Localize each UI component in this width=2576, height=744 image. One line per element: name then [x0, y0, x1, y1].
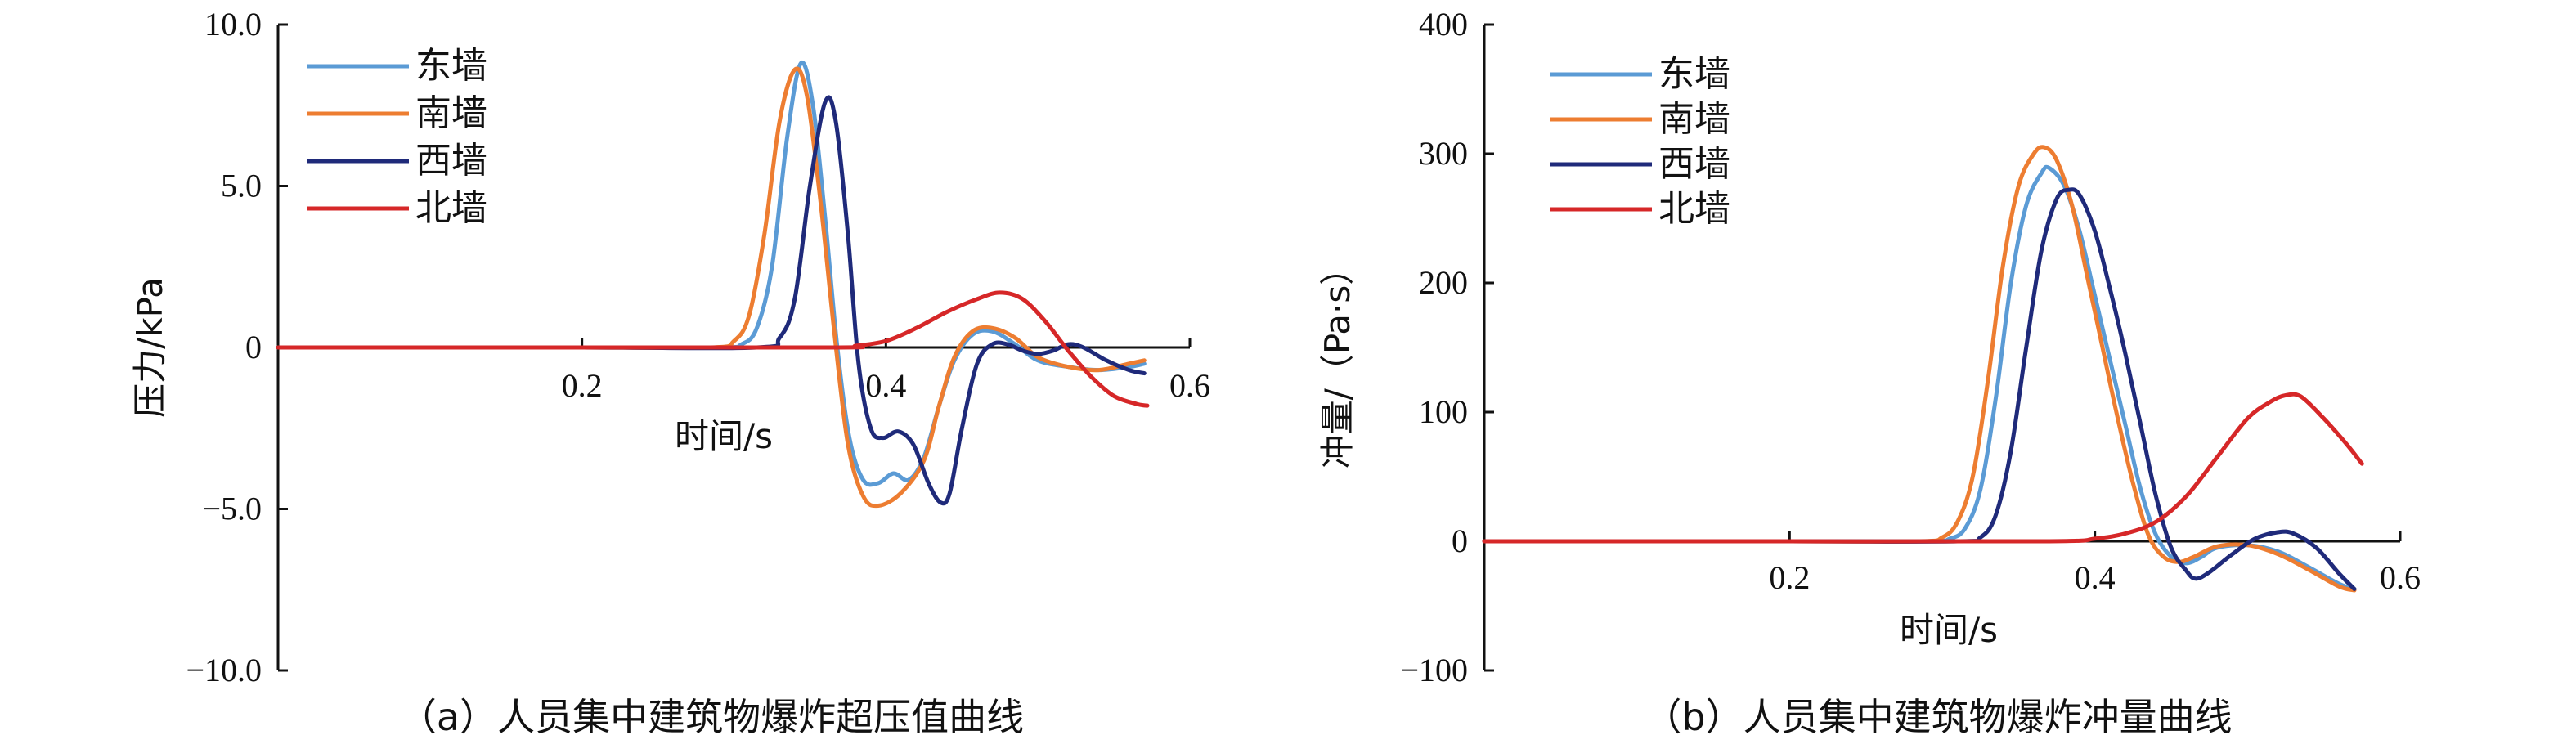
panel-a-ylabel: 压力/kPa — [130, 277, 170, 418]
y-tick-label: −100 — [1400, 652, 1468, 688]
legend-label: 南墙 — [1658, 98, 1730, 140]
y-tick-label: 5.0 — [221, 168, 262, 204]
series-line — [276, 66, 1147, 509]
x-tick-label: 0.2 — [562, 367, 603, 404]
legend-label: 东墙 — [415, 45, 487, 87]
panel-b-axes: 400 300 200 100 0 −100 0.2 0.4 0.6 — [1400, 6, 2421, 688]
series-line — [1482, 145, 2357, 593]
y-tick-label: 200 — [1419, 264, 1468, 301]
panel-a-caption: （a）人员集中建筑物爆炸超压值曲线 — [399, 695, 1024, 739]
series-line — [1482, 392, 2364, 544]
legend-label: 东墙 — [1658, 53, 1730, 95]
panel-b-ylabel: 冲量/（Pa·s） — [1317, 251, 1358, 469]
y-tick-label: 400 — [1419, 6, 1468, 43]
y-tick-label: 0 — [1452, 522, 1468, 559]
y-tick-label: 0 — [245, 329, 262, 365]
series-line — [1482, 187, 2357, 591]
series-line — [1482, 164, 2357, 591]
legend-label: 西墙 — [415, 140, 487, 182]
x-tick-label: 0.4 — [865, 367, 906, 404]
panel-b-xlabel: 时间/s — [1900, 610, 1998, 650]
x-tick-label: 0.6 — [2380, 559, 2421, 596]
series-line — [276, 290, 1150, 408]
panel-b-caption: （b）人员集中建筑物爆炸冲量曲线 — [1644, 695, 2232, 739]
series-line — [276, 95, 1147, 506]
x-tick-label: 0.2 — [1769, 559, 1810, 596]
y-tick-label: −10.0 — [186, 652, 262, 688]
panel-b-lines — [1482, 145, 2364, 593]
y-tick-label: 10.0 — [204, 6, 262, 43]
legend-label: 北墙 — [1658, 188, 1730, 230]
legend-label: 南墙 — [415, 92, 487, 134]
y-tick-label: 100 — [1419, 393, 1468, 430]
y-tick-label: −5.0 — [202, 491, 262, 527]
legend-label: 西墙 — [1658, 143, 1730, 185]
x-tick-label: 0.4 — [2075, 559, 2116, 596]
series-line — [276, 60, 1147, 487]
x-tick-label: 0.6 — [1169, 367, 1210, 404]
legend-label: 北墙 — [415, 187, 487, 229]
panel-a-lines — [276, 60, 1150, 509]
panel-a-xlabel: 时间/s — [675, 416, 773, 456]
y-tick-label: 300 — [1419, 135, 1468, 172]
